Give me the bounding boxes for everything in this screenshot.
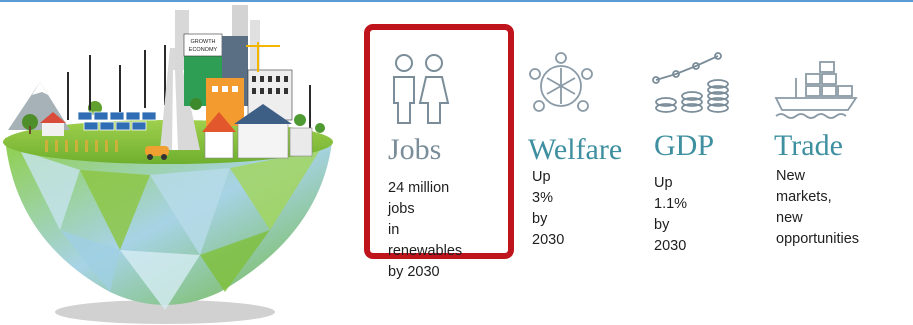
top-divider: [0, 0, 913, 2]
growth-coins-icon: [652, 52, 729, 113]
cargo-ship-icon: [774, 61, 858, 119]
sign-line-1: GROWTH: [190, 39, 215, 45]
card-title: Welfare: [528, 133, 623, 166]
highlight-frame: [364, 24, 514, 259]
sign-line-2: ECONOMY: [189, 47, 218, 53]
card-title: GDP: [654, 129, 715, 162]
card-description: New markets, new opportunities: [776, 168, 860, 247]
people-icon: [393, 54, 450, 124]
card-description: Up 3% by 2030: [532, 169, 565, 248]
green-economy-globe-illustration: GROWTH ECONOMY: [3, 5, 333, 324]
card-title: Jobs: [388, 133, 442, 166]
card-description: Up 1.1% by 2030: [654, 175, 688, 254]
community-icon: [529, 52, 593, 112]
card-title: Trade: [774, 129, 843, 162]
card-description: 24 million jobs in renewables by 2030: [388, 180, 463, 280]
